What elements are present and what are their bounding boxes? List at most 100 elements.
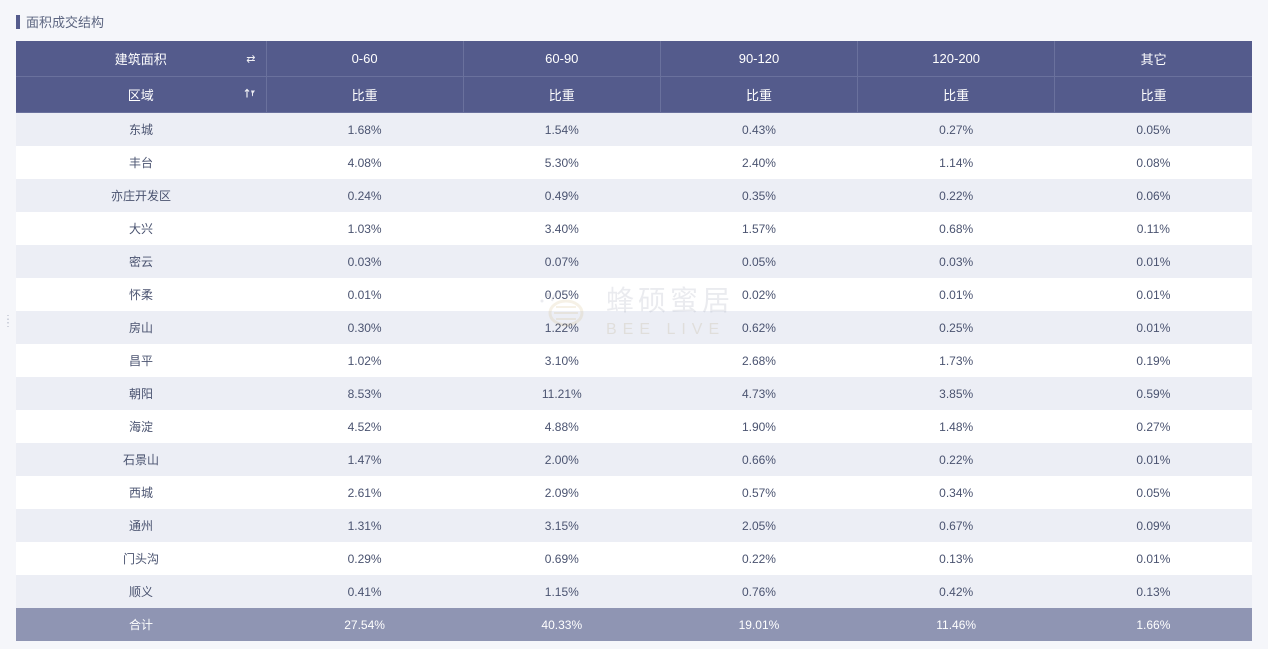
table-row[interactable]: 东城1.68%1.54%0.43%0.27%0.05% bbox=[16, 113, 1252, 147]
value-cell: 0.05% bbox=[1055, 113, 1252, 147]
value-cell: 0.06% bbox=[1055, 179, 1252, 212]
header-col-1-label: 60-90 bbox=[545, 51, 578, 66]
area-structure-panel: 面积成交结构 建筑面积 ⇄ 0-60 60-90 90-120 120-200 … bbox=[0, 0, 1268, 649]
header-sub-0-label: 比重 bbox=[352, 88, 378, 103]
total-value-cell: 1.66% bbox=[1055, 608, 1252, 641]
value-cell: 0.11% bbox=[1055, 212, 1252, 245]
table-row[interactable]: 亦庄开发区0.24%0.49%0.35%0.22%0.06% bbox=[16, 179, 1252, 212]
header-col-0[interactable]: 0-60 bbox=[266, 41, 463, 77]
header-building-area[interactable]: 建筑面积 ⇄ bbox=[16, 41, 266, 77]
value-cell: 1.48% bbox=[858, 410, 1055, 443]
table-row[interactable]: 顺义0.41%1.15%0.76%0.42%0.13% bbox=[16, 575, 1252, 608]
total-label-cell: 合计 bbox=[16, 608, 266, 641]
value-cell: 0.27% bbox=[1055, 410, 1252, 443]
region-cell: 东城 bbox=[16, 113, 266, 147]
value-cell: 0.27% bbox=[858, 113, 1055, 147]
value-cell: 0.09% bbox=[1055, 509, 1252, 542]
value-cell: 0.01% bbox=[1055, 311, 1252, 344]
header-col-4-label: 其它 bbox=[1141, 52, 1167, 67]
region-cell: 顺义 bbox=[16, 575, 266, 608]
value-cell: 1.68% bbox=[266, 113, 463, 147]
header-sub-3-label: 比重 bbox=[943, 88, 969, 103]
region-cell: 门头沟 bbox=[16, 542, 266, 575]
value-cell: 0.22% bbox=[660, 542, 857, 575]
value-cell: 2.05% bbox=[660, 509, 857, 542]
table-row[interactable]: 朝阳8.53%11.21%4.73%3.85%0.59% bbox=[16, 377, 1252, 410]
value-cell: 11.21% bbox=[463, 377, 660, 410]
header-row-2: 区域 比重 比重 比重 比重 比重 bbox=[16, 77, 1252, 113]
value-cell: 1.73% bbox=[858, 344, 1055, 377]
value-cell: 0.34% bbox=[858, 476, 1055, 509]
region-cell: 怀柔 bbox=[16, 278, 266, 311]
header-sub-2-label: 比重 bbox=[746, 88, 772, 103]
value-cell: 0.76% bbox=[660, 575, 857, 608]
header-sub-3[interactable]: 比重 bbox=[858, 77, 1055, 113]
value-cell: 2.40% bbox=[660, 146, 857, 179]
value-cell: 0.19% bbox=[1055, 344, 1252, 377]
value-cell: 1.31% bbox=[266, 509, 463, 542]
header-sub-0[interactable]: 比重 bbox=[266, 77, 463, 113]
total-value-cell: 19.01% bbox=[660, 608, 857, 641]
region-cell: 大兴 bbox=[16, 212, 266, 245]
value-cell: 0.68% bbox=[858, 212, 1055, 245]
value-cell: 0.24% bbox=[266, 179, 463, 212]
region-cell: 海淀 bbox=[16, 410, 266, 443]
table-row[interactable]: 怀柔0.01%0.05%0.02%0.01%0.01% bbox=[16, 278, 1252, 311]
sort-swap-icon[interactable]: ⇄ bbox=[246, 52, 255, 65]
header-col-0-label: 0-60 bbox=[352, 51, 378, 66]
value-cell: 0.22% bbox=[858, 179, 1055, 212]
total-value-cell: 27.54% bbox=[266, 608, 463, 641]
value-cell: 2.00% bbox=[463, 443, 660, 476]
header-sub-4-label: 比重 bbox=[1141, 88, 1167, 103]
header-col-4[interactable]: 其它 bbox=[1055, 41, 1252, 77]
table-row[interactable]: 丰台4.08%5.30%2.40%1.14%0.08% bbox=[16, 146, 1252, 179]
header-col-2[interactable]: 90-120 bbox=[660, 41, 857, 77]
header-col-1[interactable]: 60-90 bbox=[463, 41, 660, 77]
table-body: 东城1.68%1.54%0.43%0.27%0.05%丰台4.08%5.30%2… bbox=[16, 113, 1252, 642]
value-cell: 4.52% bbox=[266, 410, 463, 443]
table-row[interactable]: 海淀4.52%4.88%1.90%1.48%0.27% bbox=[16, 410, 1252, 443]
value-cell: 3.85% bbox=[858, 377, 1055, 410]
value-cell: 1.57% bbox=[660, 212, 857, 245]
header-sub-1-label: 比重 bbox=[549, 88, 575, 103]
value-cell: 0.07% bbox=[463, 245, 660, 278]
header-sub-1[interactable]: 比重 bbox=[463, 77, 660, 113]
table-row[interactable]: 密云0.03%0.07%0.05%0.03%0.01% bbox=[16, 245, 1252, 278]
header-col-3-label: 120-200 bbox=[932, 51, 980, 66]
value-cell: 0.05% bbox=[660, 245, 857, 278]
value-cell: 3.10% bbox=[463, 344, 660, 377]
table-row[interactable]: 大兴1.03%3.40%1.57%0.68%0.11% bbox=[16, 212, 1252, 245]
drag-handle[interactable]: ⋮⋮ bbox=[3, 318, 13, 326]
sort-filter-icon[interactable] bbox=[244, 87, 256, 102]
panel-title: 面积成交结构 bbox=[16, 8, 1252, 41]
value-cell: 0.13% bbox=[1055, 575, 1252, 608]
table-row[interactable]: 门头沟0.29%0.69%0.22%0.13%0.01% bbox=[16, 542, 1252, 575]
value-cell: 1.54% bbox=[463, 113, 660, 147]
region-cell: 石景山 bbox=[16, 443, 266, 476]
value-cell: 0.05% bbox=[1055, 476, 1252, 509]
total-value-cell: 11.46% bbox=[858, 608, 1055, 641]
value-cell: 0.22% bbox=[858, 443, 1055, 476]
value-cell: 1.90% bbox=[660, 410, 857, 443]
value-cell: 4.88% bbox=[463, 410, 660, 443]
table-row[interactable]: 房山0.30%1.22%0.62%0.25%0.01% bbox=[16, 311, 1252, 344]
value-cell: 2.09% bbox=[463, 476, 660, 509]
table-row[interactable]: 昌平1.02%3.10%2.68%1.73%0.19% bbox=[16, 344, 1252, 377]
region-cell: 通州 bbox=[16, 509, 266, 542]
table-row[interactable]: 西城2.61%2.09%0.57%0.34%0.05% bbox=[16, 476, 1252, 509]
value-cell: 0.42% bbox=[858, 575, 1055, 608]
value-cell: 0.05% bbox=[463, 278, 660, 311]
table-row[interactable]: 石景山1.47%2.00%0.66%0.22%0.01% bbox=[16, 443, 1252, 476]
header-sub-4[interactable]: 比重 bbox=[1055, 77, 1252, 113]
header-col-3[interactable]: 120-200 bbox=[858, 41, 1055, 77]
table-container: 建筑面积 ⇄ 0-60 60-90 90-120 120-200 其它 区域 bbox=[16, 41, 1252, 641]
value-cell: 0.59% bbox=[1055, 377, 1252, 410]
header-row-1: 建筑面积 ⇄ 0-60 60-90 90-120 120-200 其它 bbox=[16, 41, 1252, 77]
value-cell: 1.03% bbox=[266, 212, 463, 245]
header-region[interactable]: 区域 bbox=[16, 77, 266, 113]
value-cell: 0.29% bbox=[266, 542, 463, 575]
header-sub-2[interactable]: 比重 bbox=[660, 77, 857, 113]
value-cell: 0.02% bbox=[660, 278, 857, 311]
table-row[interactable]: 通州1.31%3.15%2.05%0.67%0.09% bbox=[16, 509, 1252, 542]
value-cell: 0.57% bbox=[660, 476, 857, 509]
